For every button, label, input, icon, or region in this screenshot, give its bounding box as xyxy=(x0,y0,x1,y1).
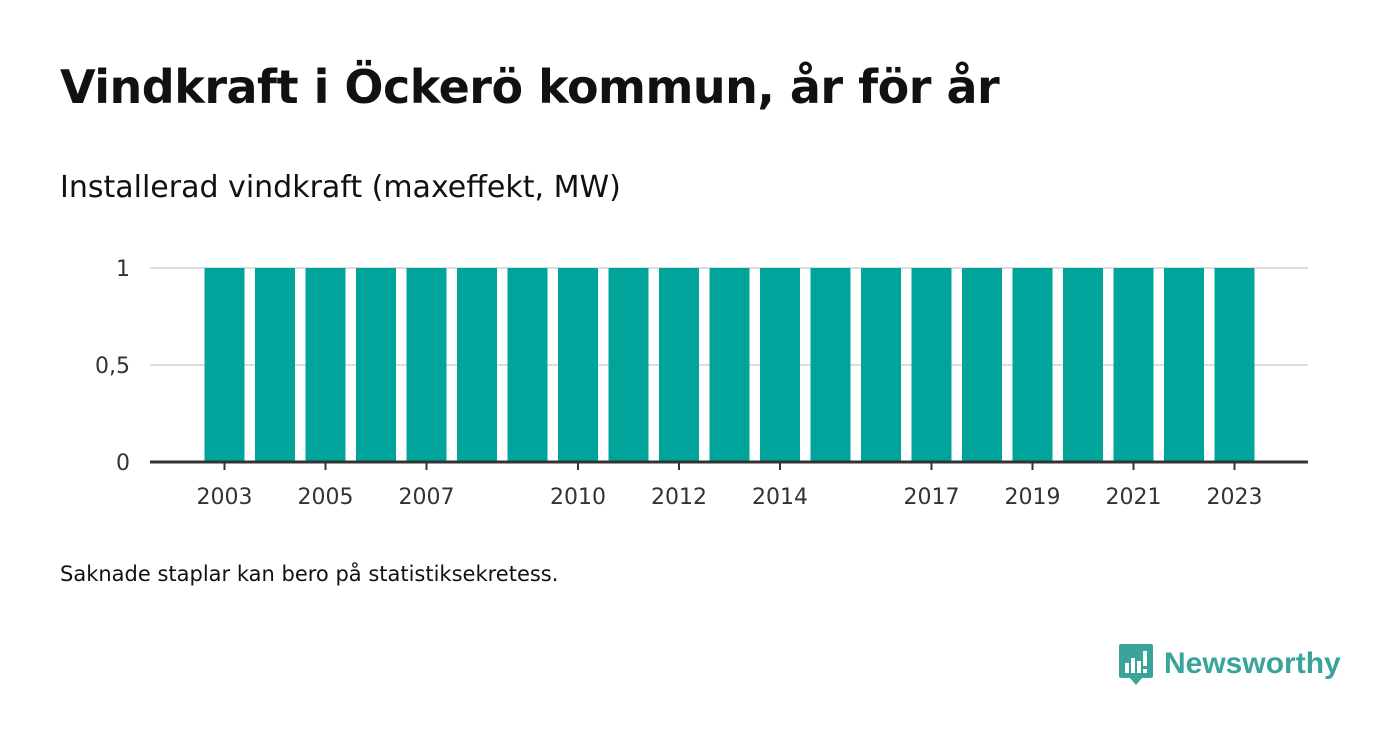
bar-2013 xyxy=(709,268,750,462)
y-tick-label: 0,5 xyxy=(95,354,130,379)
bar-2016 xyxy=(861,268,901,462)
x-tick-label: 2021 xyxy=(1106,485,1162,510)
bar-chart-speech-bubble-icon xyxy=(1119,644,1153,685)
bar-2014 xyxy=(760,268,800,462)
bar-2022 xyxy=(1164,268,1204,462)
bar-2007 xyxy=(406,268,447,462)
x-tick-label: 2003 xyxy=(197,485,253,510)
bar-2021 xyxy=(1113,268,1154,462)
x-tick-label: 2019 xyxy=(1005,485,1061,510)
y-tick-label: 1 xyxy=(116,257,130,282)
bar-2019 xyxy=(1012,268,1053,462)
chart-subtitle: Installerad vindkraft (maxeffekt, MW) xyxy=(60,170,621,205)
brand-name: Newsworthy xyxy=(1164,647,1341,680)
x-tick-label: 2023 xyxy=(1207,485,1263,510)
bar-2008 xyxy=(457,268,497,462)
y-axis-ticks: 00,51 xyxy=(95,257,130,476)
bar-2012 xyxy=(659,268,699,462)
x-axis-ticks: 2003 2005 2007 2010 2012 2014 2017 2019 2021 2023 xyxy=(197,462,1263,510)
x-tick-label: 2010 xyxy=(550,485,606,510)
x-tick-label: 2014 xyxy=(752,485,808,510)
chart-title: Vindkraft i Öckerö kommun, år för år xyxy=(60,60,1000,114)
brand-logo: Newsworthy xyxy=(1118,640,1341,688)
bar-2009 xyxy=(507,268,548,462)
bar-2010 xyxy=(558,268,598,462)
bar-2015 xyxy=(810,268,851,462)
x-tick-label: 2005 xyxy=(298,485,354,510)
bar-2005 xyxy=(305,268,346,462)
x-tick-label: 2007 xyxy=(399,485,455,510)
bar-2020 xyxy=(1063,268,1103,462)
bar-2006 xyxy=(356,268,396,462)
bar-2017 xyxy=(911,268,952,462)
x-tick-label: 2012 xyxy=(651,485,707,510)
bars xyxy=(204,268,1255,462)
bar-2003 xyxy=(204,268,245,462)
y-tick-label: 0 xyxy=(116,451,130,476)
x-tick-label: 2017 xyxy=(904,485,960,510)
bar-2023 xyxy=(1214,268,1255,462)
bar-2011 xyxy=(608,268,649,462)
footnote: Saknade staplar kan bero på statistiksek… xyxy=(60,562,559,586)
bar-2004 xyxy=(255,268,295,462)
bar-2018 xyxy=(962,268,1002,462)
